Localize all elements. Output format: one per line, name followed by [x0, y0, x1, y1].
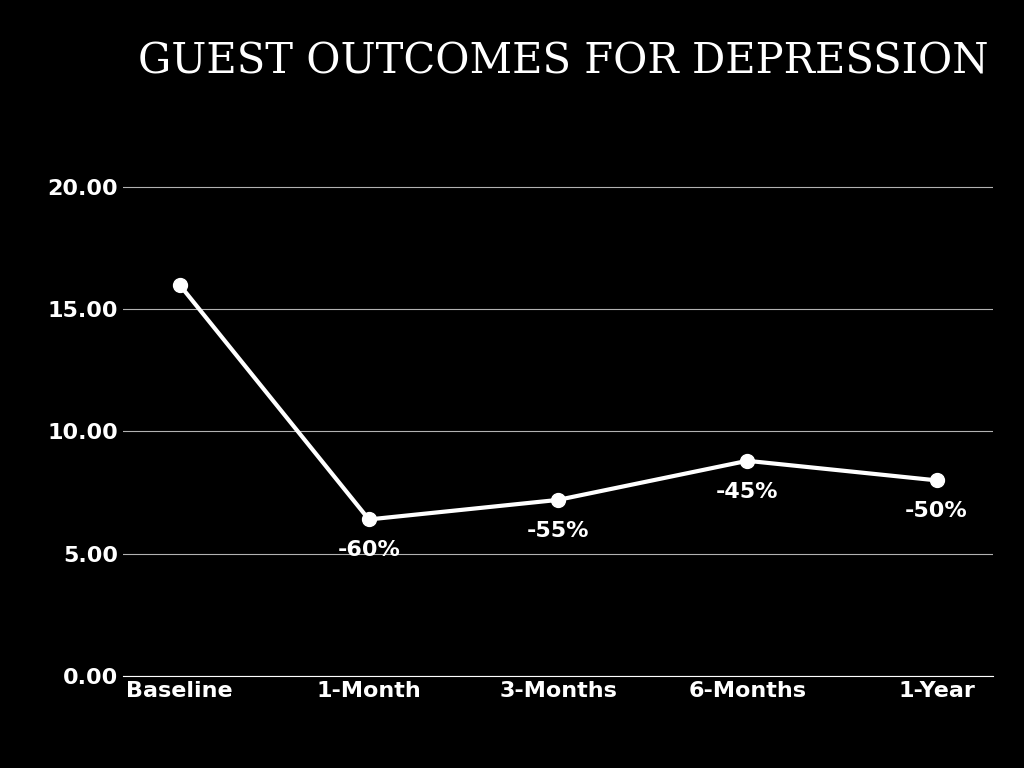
Text: -60%: -60%	[338, 540, 400, 560]
Text: -45%: -45%	[716, 482, 778, 502]
Text: -50%: -50%	[905, 502, 968, 521]
Text: -55%: -55%	[526, 521, 590, 541]
Text: GUEST OUTCOMES FOR DEPRESSION: GUEST OUTCOMES FOR DEPRESSION	[138, 41, 988, 82]
